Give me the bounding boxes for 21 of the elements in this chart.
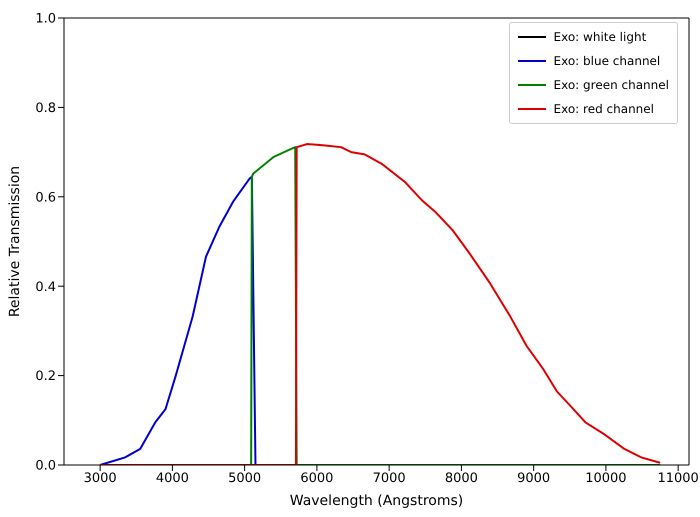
x-tick-label: 8000: [444, 471, 478, 486]
y-tick-label: 0.0: [35, 458, 56, 474]
x-tick-label: 3000: [84, 471, 117, 486]
x-tick-label: 5000: [228, 471, 262, 486]
y-tick-label: 0.8: [35, 101, 56, 116]
legend-label: Exo: green channel: [554, 78, 669, 92]
y-tick-label: 0.2: [35, 369, 56, 384]
x-tick-label: 9000: [517, 471, 550, 486]
legend-label: Exo: blue channel: [554, 54, 660, 68]
y-axis-title: Relative Transmission: [6, 166, 23, 318]
x-tick-label: 4000: [156, 471, 189, 486]
x-tick-label: 11000: [657, 471, 699, 486]
x-tick-label: 7000: [372, 471, 406, 486]
legend-label: Exo: white light: [554, 30, 646, 44]
y-tick-label: 0.4: [35, 280, 56, 295]
legend-label: Exo: red channel: [554, 102, 654, 116]
y-tick-label: 0.6: [35, 190, 56, 206]
y-tick-label: 1.0: [35, 12, 56, 27]
x-axis-title: Wavelength (Angstroms): [290, 493, 464, 509]
x-tick-label: 6000: [300, 471, 334, 486]
x-tick-label: 10000: [585, 471, 627, 486]
